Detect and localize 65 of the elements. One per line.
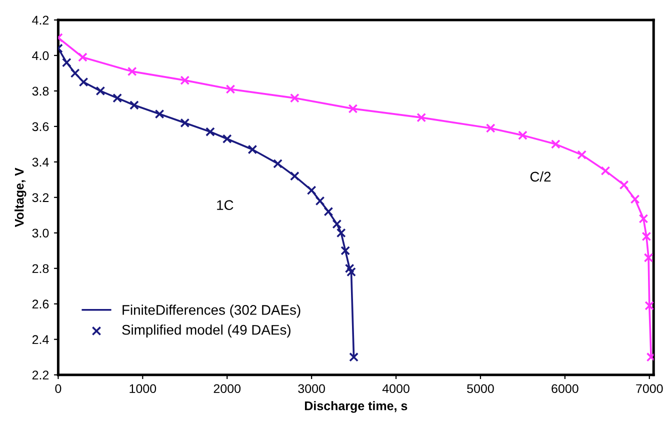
point [642, 232, 652, 242]
point [348, 104, 358, 114]
point [619, 180, 629, 190]
point [518, 130, 528, 140]
y-tick-label: 4.0 [32, 51, 49, 60]
y-tick-label: 3.0 [32, 228, 49, 238]
y-tick-label: 3.2 [32, 193, 49, 202]
x-tick-label: 6000 [552, 384, 578, 394]
x-tick-label: 0 [55, 384, 62, 394]
point [70, 68, 80, 78]
point [550, 139, 560, 149]
annotation: 1C [217, 200, 234, 210]
y-tick-label: 2.6 [32, 300, 49, 309]
y-axis-title: Voltage, V [14, 168, 26, 228]
x-tick-label: 4000 [382, 384, 410, 394]
point [127, 66, 137, 76]
point [96, 86, 106, 96]
point [332, 219, 342, 229]
point [273, 158, 282, 168]
point [638, 214, 648, 224]
point [644, 300, 654, 310]
point [315, 196, 325, 206]
y-tick-label: 3.6 [32, 122, 49, 132]
point [222, 134, 232, 144]
point [630, 194, 640, 204]
point [112, 93, 122, 103]
x-tick-label: 5000 [467, 384, 494, 394]
point [154, 109, 164, 119]
point [290, 171, 300, 181]
point [180, 76, 190, 86]
point [346, 267, 356, 277]
point [324, 206, 334, 216]
point [78, 52, 88, 62]
y-tick-label: 2.4 [32, 335, 49, 344]
point [486, 124, 496, 133]
point [336, 228, 346, 238]
point [600, 166, 610, 176]
point [344, 264, 354, 274]
point [577, 150, 587, 160]
y-tick-label: 2.2 [32, 370, 49, 380]
x-tick-label: 1000 [130, 384, 156, 394]
point [416, 112, 426, 122]
annotation: C/2 [530, 171, 551, 182]
point [78, 77, 88, 87]
y-tick-label: 2.8 [32, 264, 49, 274]
y-tick-label: 4.2 [32, 16, 49, 25]
point [180, 118, 190, 128]
point [226, 84, 236, 94]
point [130, 100, 139, 110]
legend-label: FiniteDifferences (302 DAEs) [122, 304, 300, 318]
x-axis-title: Discharge time, s [304, 401, 408, 413]
point [349, 352, 359, 362]
x-tick-label: 3000 [298, 384, 325, 394]
point [340, 246, 350, 256]
x-tick-label: 7000 [636, 384, 663, 394]
point [644, 253, 654, 262]
y-tick-label: 3.8 [32, 86, 49, 96]
point [306, 186, 316, 196]
point [248, 144, 258, 154]
x-tick-label: 2000 [214, 384, 241, 394]
point [206, 127, 215, 136]
point [62, 58, 72, 68]
y-tick-label: 3.4 [32, 158, 49, 167]
point [290, 93, 300, 103]
legend-label: Simplified model (49 DAEs) [122, 324, 290, 338]
